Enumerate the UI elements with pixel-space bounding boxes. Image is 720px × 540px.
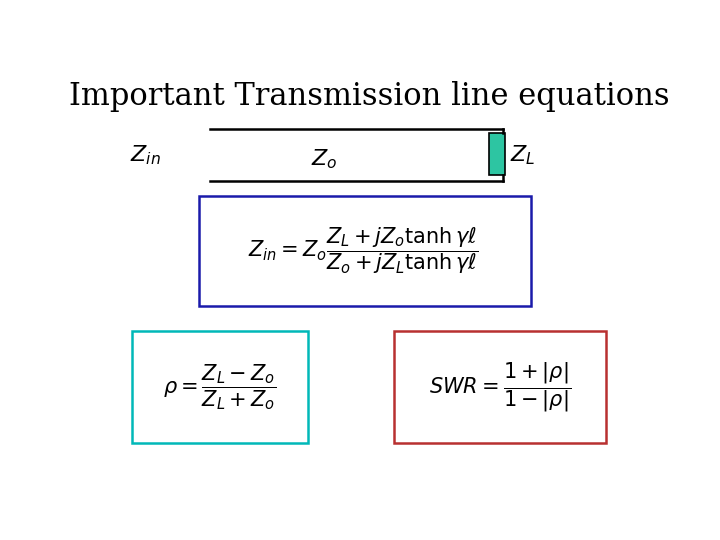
Text: $SWR = \dfrac{1 + |\rho|}{1 - |\rho|}$: $SWR = \dfrac{1 + |\rho|}{1 - |\rho|}$ [429, 360, 571, 414]
Text: $Z_L$: $Z_L$ [510, 144, 535, 167]
Text: $Z_{in} = Z_o \dfrac{Z_L + jZ_o \tanh\gamma\ell}{Z_o + jZ_L \tanh\gamma\ell}$: $Z_{in} = Z_o \dfrac{Z_L + jZ_o \tanh\ga… [248, 225, 479, 276]
FancyBboxPatch shape [199, 196, 531, 306]
Text: Important Transmission line equations: Important Transmission line equations [68, 82, 670, 112]
Text: $Z_{in}$: $Z_{in}$ [130, 144, 161, 167]
Text: $Z_o$: $Z_o$ [311, 148, 338, 171]
FancyBboxPatch shape [132, 331, 307, 443]
FancyBboxPatch shape [394, 331, 606, 443]
FancyBboxPatch shape [489, 133, 505, 175]
Text: $\rho = \dfrac{Z_L - Z_o}{Z_L + Z_o}$: $\rho = \dfrac{Z_L - Z_o}{Z_L + Z_o}$ [163, 362, 276, 412]
